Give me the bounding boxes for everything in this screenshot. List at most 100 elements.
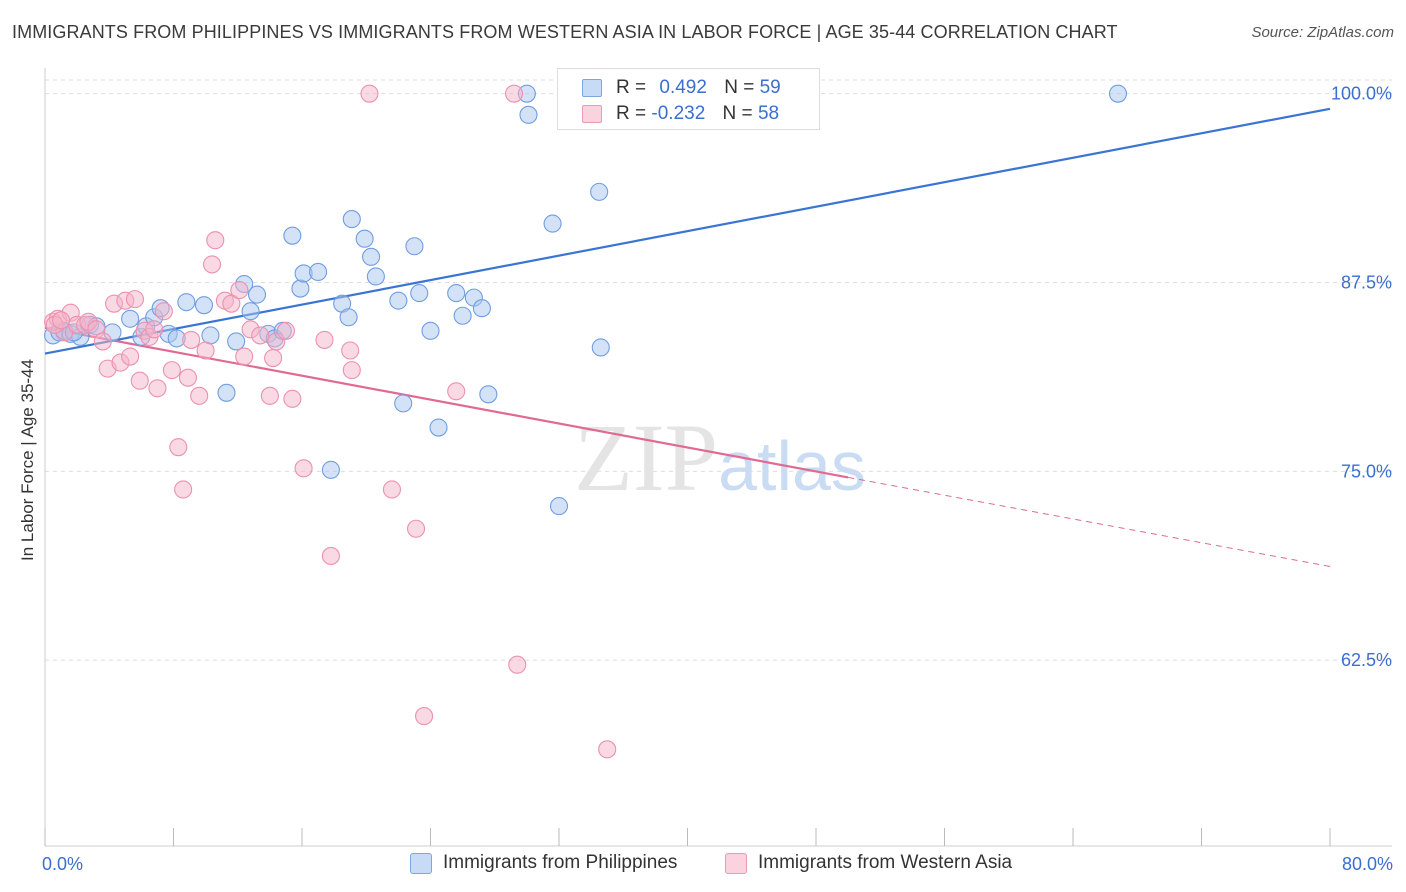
point-philippines	[389, 291, 408, 310]
point-western-asia	[230, 281, 249, 300]
point-western-asia	[154, 302, 173, 321]
point-western-asia	[222, 294, 241, 313]
point-western-asia	[447, 382, 466, 401]
stats-box: R = 0.492 N = 59 R = -0.232 N = 58	[557, 68, 820, 130]
point-philippines	[309, 262, 328, 281]
point-philippines	[227, 332, 246, 351]
stats-swatch-western-asia	[582, 105, 602, 123]
point-western-asia	[283, 389, 302, 408]
point-western-asia	[260, 386, 279, 405]
point-western-asia	[174, 480, 193, 499]
point-western-asia	[342, 361, 361, 380]
point-western-asia	[415, 707, 434, 726]
point-western-asia	[162, 361, 181, 380]
source-credit: Source: ZipAtlas.com	[1251, 24, 1394, 41]
y-tick-label: 87.5%	[1341, 273, 1392, 293]
point-western-asia	[206, 231, 225, 250]
point-western-asia	[125, 290, 144, 309]
legend-label-philippines: Immigrants from Philippines	[443, 852, 678, 873]
legend-swatch-western-asia	[725, 853, 747, 874]
point-western-asia	[341, 341, 360, 360]
point-western-asia	[251, 326, 270, 345]
watermark-zip: ZIP	[574, 404, 718, 511]
point-philippines	[247, 285, 267, 304]
x-tick-labels: 0.0% 80.0%	[42, 854, 1393, 874]
point-philippines	[405, 237, 424, 256]
point-western-asia	[315, 330, 334, 349]
point-western-asia	[203, 255, 222, 274]
point-western-asia	[148, 379, 167, 398]
point-western-asia	[264, 349, 283, 368]
point-philippines	[177, 293, 196, 312]
point-western-asia	[121, 347, 140, 366]
gridlines	[45, 79, 1392, 661]
point-western-asia	[93, 332, 112, 351]
point-western-asia	[145, 320, 164, 339]
point-philippines	[543, 214, 562, 233]
point-philippines	[453, 306, 472, 325]
legend-swatch-philippines	[410, 853, 432, 874]
trendline-western-asia	[44, 326, 849, 479]
point-philippines	[291, 279, 310, 298]
n-value-western-asia: 58	[757, 103, 780, 124]
data-points	[43, 84, 1128, 759]
r-label: R =	[616, 103, 647, 124]
point-western-asia	[182, 330, 201, 349]
point-philippines	[121, 309, 140, 328]
legend-label-western-asia: Immigrants from Western Asia	[758, 852, 1013, 873]
r-label: R =	[616, 77, 647, 98]
y-tick-label: 75.0%	[1341, 461, 1392, 481]
point-philippines	[549, 497, 569, 516]
point-western-asia	[178, 368, 198, 387]
point-western-asia	[196, 341, 215, 360]
point-western-asia	[235, 347, 254, 366]
point-western-asia	[276, 321, 295, 340]
x-tick-label-min: 0.0%	[42, 854, 83, 874]
y-tick-label: 100.0%	[1331, 84, 1392, 104]
point-western-asia	[52, 311, 71, 330]
point-western-asia	[321, 546, 340, 565]
point-philippines	[194, 296, 214, 315]
point-philippines	[447, 284, 466, 303]
chart-title: IMMIGRANTS FROM PHILIPPINES VS IMMIGRANT…	[12, 22, 1118, 42]
point-philippines	[339, 308, 358, 327]
point-philippines	[479, 385, 498, 404]
trendline-western-asia-extension	[848, 476, 1331, 568]
point-philippines	[591, 338, 610, 357]
watermark: ZIPatlas	[574, 404, 866, 511]
point-philippines	[283, 226, 302, 245]
point-philippines	[201, 326, 220, 345]
y-tick-labels: 62.5% 75.0% 87.5% 100.0%	[1331, 84, 1392, 671]
point-philippines	[241, 302, 260, 321]
point-philippines	[519, 105, 538, 124]
point-western-asia	[406, 519, 426, 538]
axes	[44, 68, 1392, 847]
point-philippines	[321, 460, 340, 479]
point-philippines	[366, 267, 385, 286]
point-philippines	[472, 299, 491, 318]
point-western-asia	[360, 84, 379, 103]
y-axis-label: In Labor Force | Age 35-44	[18, 359, 37, 561]
point-philippines	[410, 284, 429, 303]
n-label: N =	[724, 77, 755, 98]
point-western-asia	[504, 84, 524, 103]
n-label: N =	[722, 103, 753, 124]
point-philippines	[421, 321, 440, 340]
point-philippines	[429, 418, 448, 437]
x-tick-label-max: 80.0%	[1342, 854, 1393, 874]
point-western-asia	[382, 480, 402, 499]
point-western-asia	[190, 386, 209, 405]
trendline-philippines	[44, 107, 1331, 355]
point-philippines	[1108, 84, 1128, 103]
r-value-western-asia: -0.232	[651, 103, 706, 124]
point-philippines	[394, 394, 413, 413]
point-western-asia	[294, 459, 313, 478]
point-western-asia	[598, 740, 617, 759]
point-philippines	[590, 182, 609, 201]
point-philippines	[217, 383, 236, 402]
stats-swatch-philippines	[582, 79, 602, 97]
n-value-philippines: 59	[759, 77, 781, 98]
r-value-philippines: 0.492	[659, 77, 707, 98]
stats-text-western-asia: R = -0.232 N = 58	[616, 103, 779, 125]
